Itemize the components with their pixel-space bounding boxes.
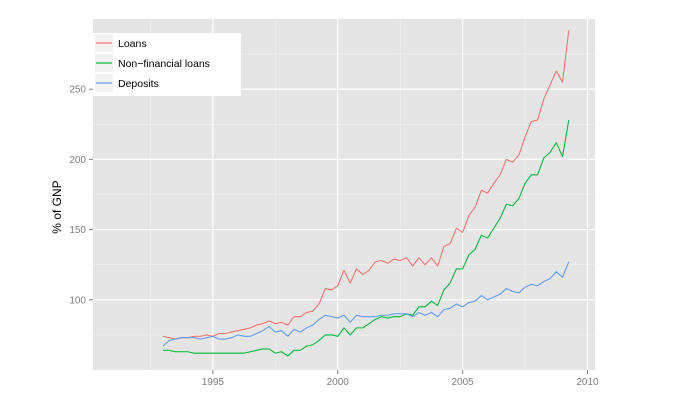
legend: Loans Non−financial loans Deposits	[93, 33, 241, 96]
y-tick-label: 200	[69, 155, 86, 166]
y-axis-title: % of GNP	[50, 180, 64, 233]
x-tick-label: 1995	[202, 377, 225, 388]
series-line-1	[162, 119, 570, 357]
x-tick-label: 2010	[576, 377, 599, 388]
x-axis: 1995 2000 2005 2010	[202, 370, 599, 388]
legend-box	[93, 33, 241, 96]
y-tick-label: 100	[69, 295, 86, 306]
series-line-0	[162, 30, 570, 340]
series-lines	[162, 30, 570, 357]
y-tick-label: 150	[69, 225, 86, 236]
x-tick-label: 2005	[452, 377, 475, 388]
y-axis: 100 150 200 250	[69, 85, 93, 306]
series-line-2	[162, 261, 570, 347]
legend-label: Non−financial loans	[118, 58, 210, 70]
legend-label: Loans	[118, 38, 147, 50]
x-tick-label: 2000	[327, 377, 350, 388]
y-tick-label: 250	[69, 85, 86, 96]
legend-label: Deposits	[118, 78, 159, 90]
